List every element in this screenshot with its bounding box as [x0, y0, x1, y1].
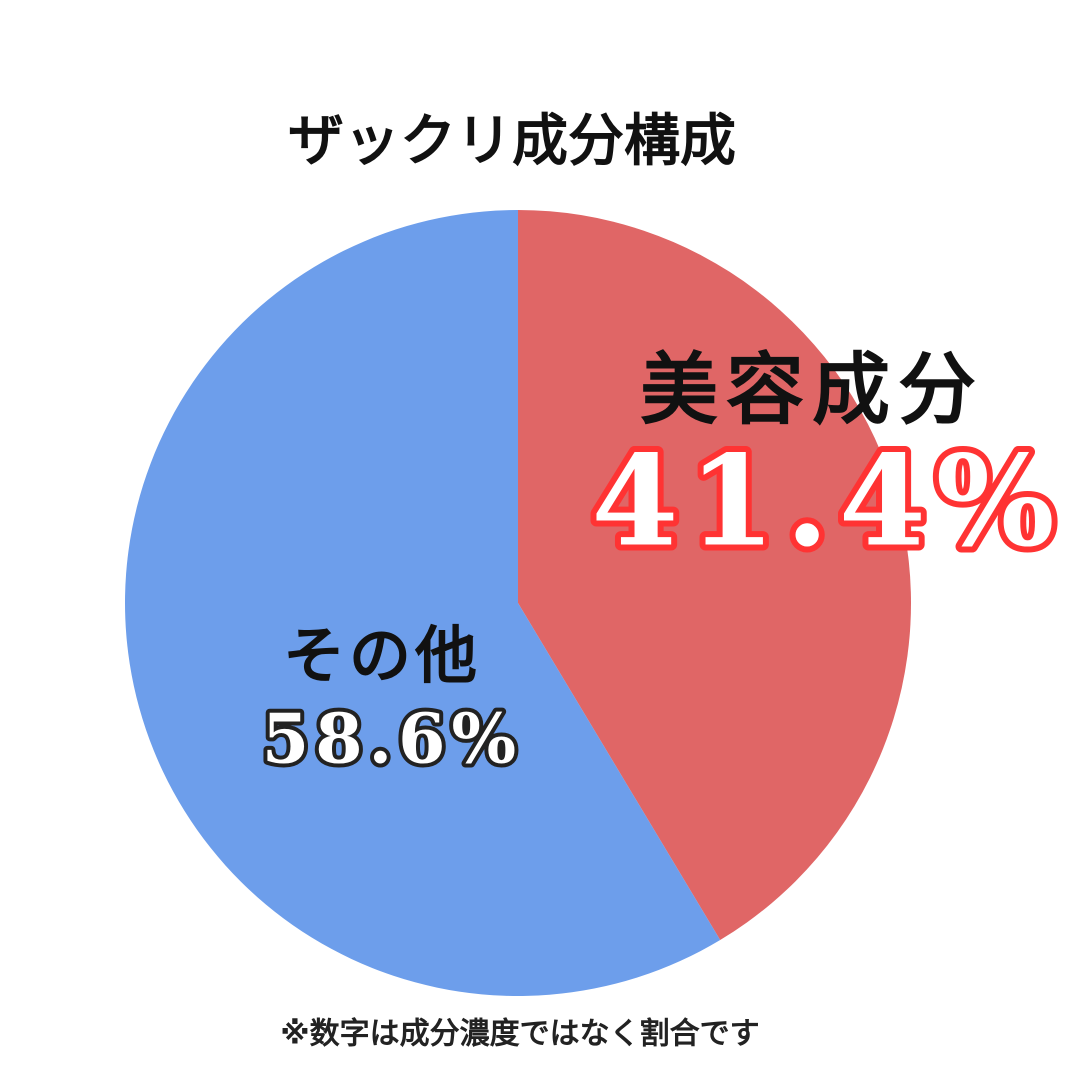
category-label: その他	[283, 619, 481, 692]
chart-title: ザックリ成分構成	[288, 109, 736, 174]
note: ※数字は成分濃度ではなく割合です	[280, 1017, 759, 1052]
value-label: 58.6%	[262, 700, 522, 780]
pie-slice	[518, 210, 912, 941]
pie-slice	[125, 210, 721, 996]
category-label: 美容成分	[640, 345, 984, 435]
value-label: 41.4%	[591, 429, 1064, 575]
pie	[125, 210, 912, 996]
